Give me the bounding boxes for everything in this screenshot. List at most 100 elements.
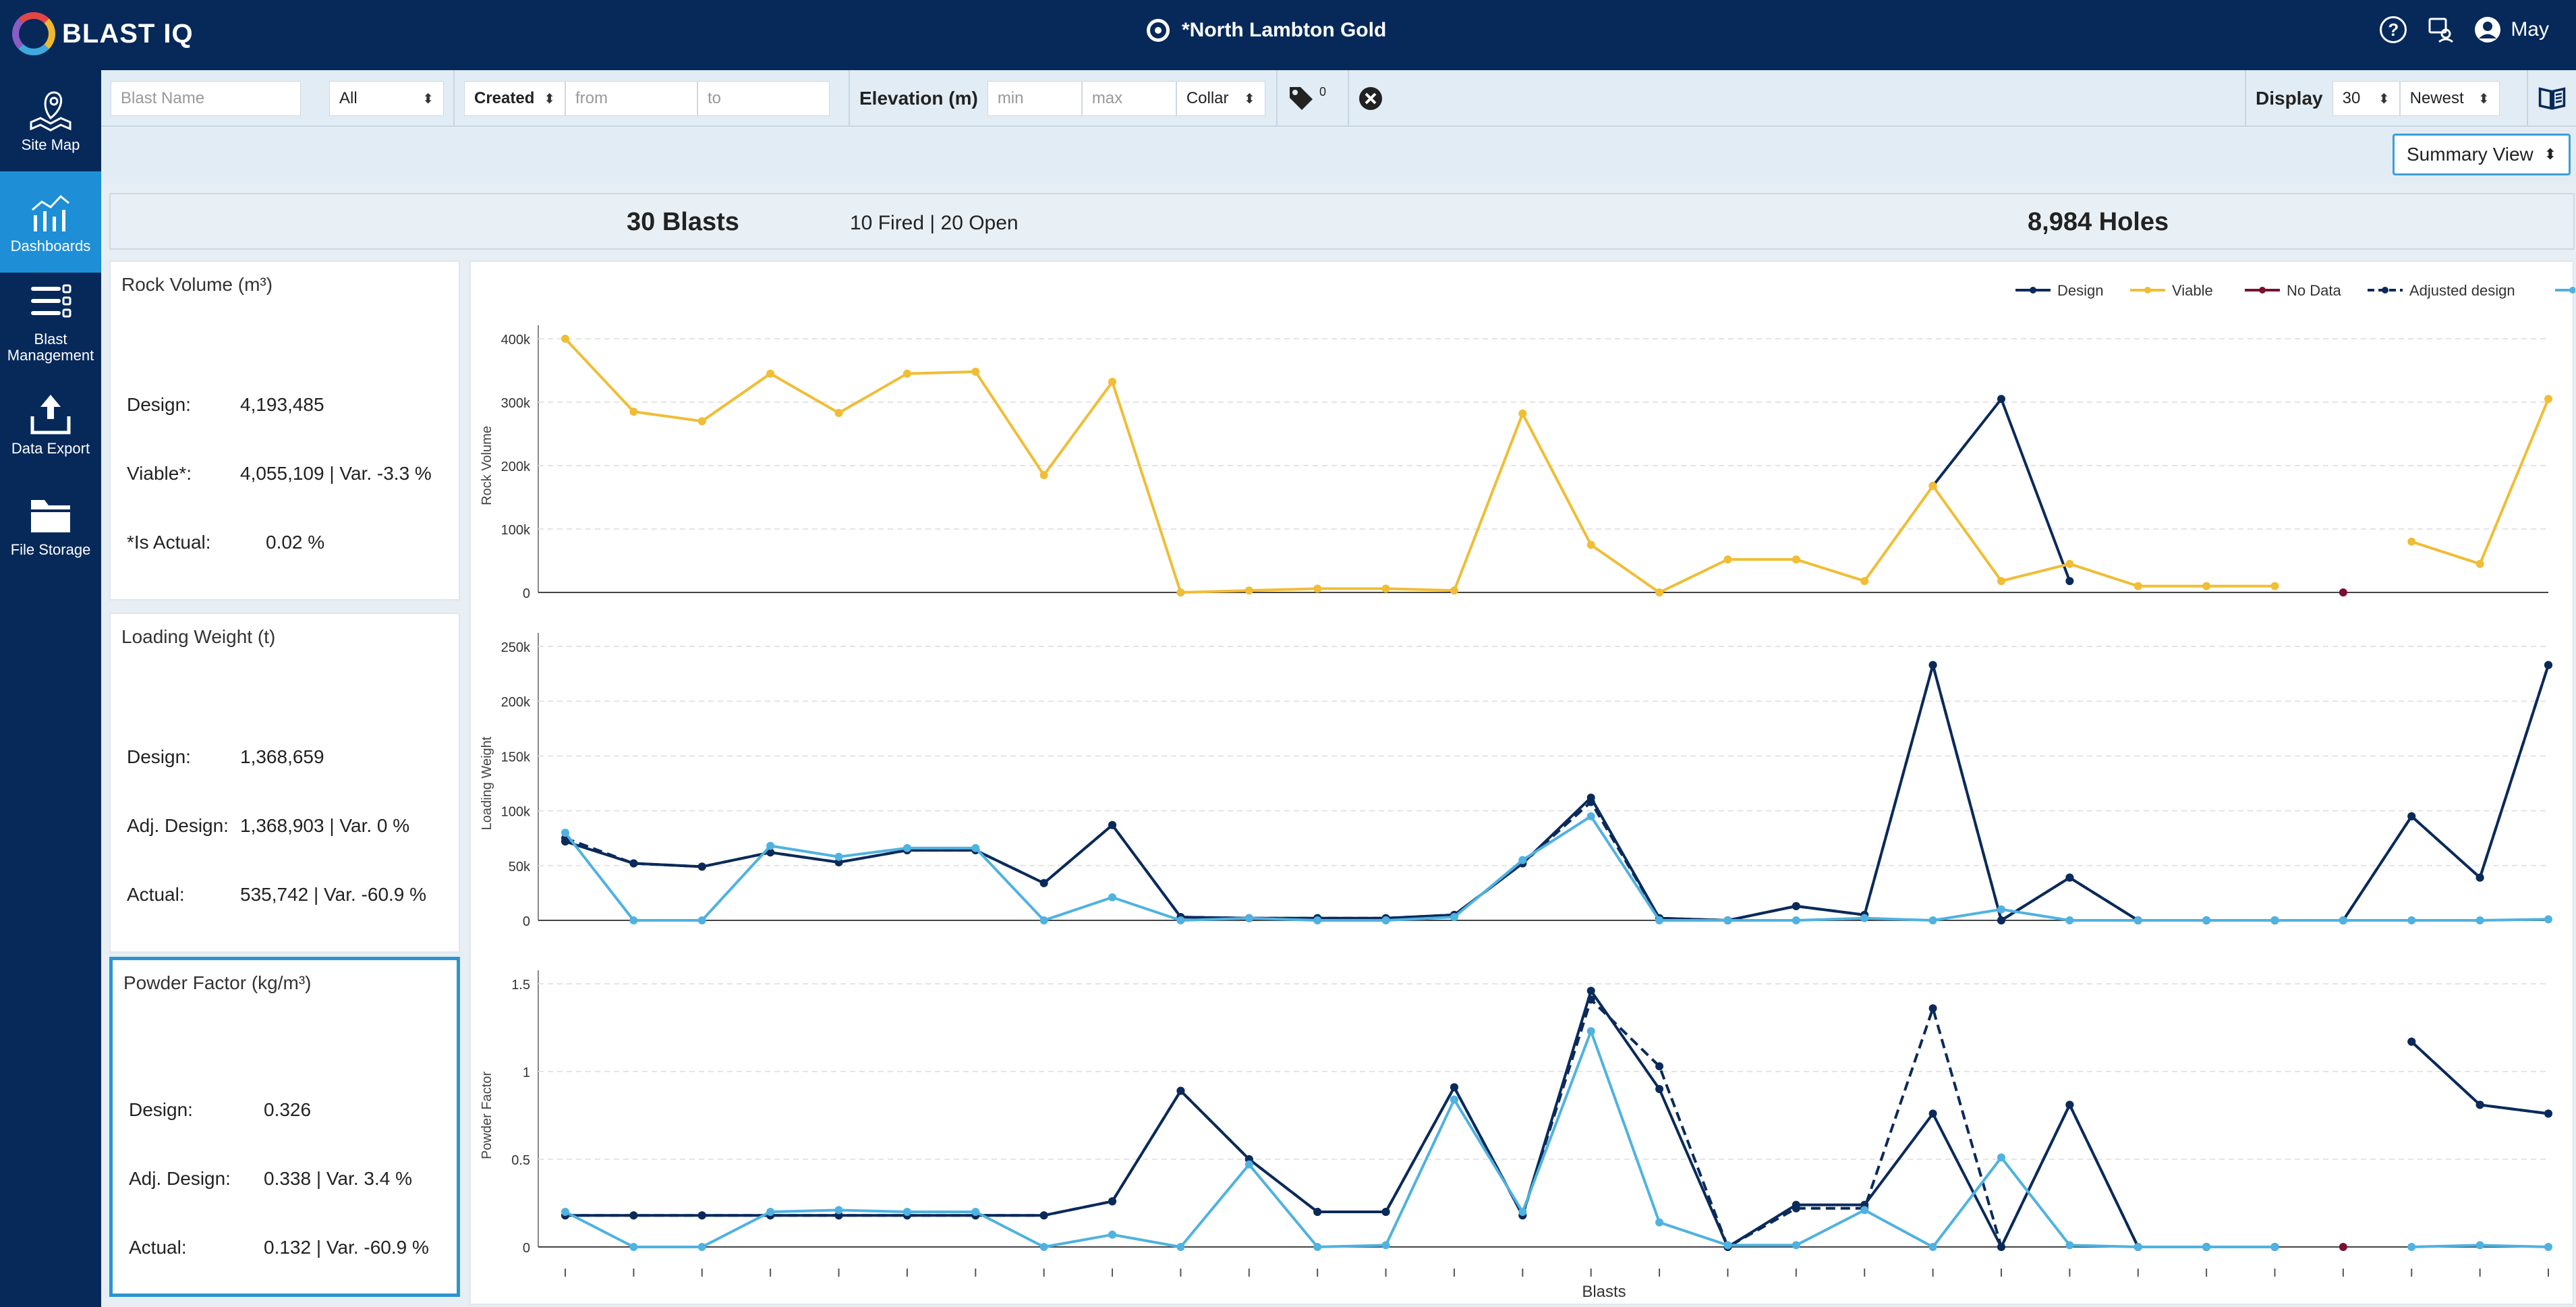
data-point[interactable] <box>1586 986 1595 995</box>
data-point[interactable] <box>1450 1095 1458 1104</box>
data-point[interactable] <box>1313 1208 1322 1216</box>
date-type-select[interactable]: Created <box>464 81 565 116</box>
data-point[interactable] <box>1997 916 2005 924</box>
data-point[interactable] <box>1586 812 1595 821</box>
data-point[interactable] <box>2475 1101 2484 1109</box>
data-point[interactable] <box>2065 577 2074 586</box>
sort-select[interactable]: Newest <box>2399 81 2500 116</box>
data-point[interactable] <box>1108 821 1117 829</box>
data-point[interactable] <box>1723 1241 1732 1250</box>
data-point[interactable] <box>1655 588 1664 596</box>
data-point[interactable] <box>2544 1109 2552 1118</box>
powder-factor-panel[interactable]: Powder Factor (kg/m³) Design: 0.326 Adj. … <box>109 957 460 1297</box>
data-point[interactable] <box>697 916 706 924</box>
data-point[interactable] <box>1244 914 1253 922</box>
data-point[interactable] <box>1450 913 1458 922</box>
data-point[interactable] <box>2065 559 2074 568</box>
date-to-input[interactable]: to <box>697 81 830 116</box>
data-point[interactable] <box>1997 1153 2005 1162</box>
data-point[interactable] <box>766 1208 775 1216</box>
collar-select[interactable]: Collar <box>1176 81 1265 116</box>
date-from-input[interactable]: from <box>565 81 697 116</box>
data-point[interactable] <box>1176 1243 1185 1251</box>
data-point[interactable] <box>766 841 775 850</box>
data-point[interactable] <box>1313 916 1322 924</box>
data-point[interactable] <box>2407 1037 2416 1046</box>
data-point[interactable] <box>1313 584 1322 593</box>
data-point[interactable] <box>2544 395 2552 404</box>
data-point[interactable] <box>834 408 843 417</box>
data-point[interactable] <box>1997 577 2005 586</box>
data-point[interactable] <box>1928 1004 1937 1013</box>
data-point[interactable] <box>2544 661 2552 669</box>
data-point[interactable] <box>1039 1243 1048 1251</box>
data-point[interactable] <box>1860 914 1869 922</box>
data-point[interactable] <box>1586 540 1595 549</box>
data-point[interactable] <box>1176 1086 1185 1095</box>
data-point[interactable] <box>2065 916 2074 924</box>
data-point[interactable] <box>1792 901 1800 910</box>
data-point[interactable] <box>2134 916 2142 924</box>
data-point[interactable] <box>766 848 775 857</box>
data-point[interactable] <box>1586 995 1595 1004</box>
legend-item[interactable]: Design <box>2015 282 2103 299</box>
data-point[interactable] <box>1928 482 1937 491</box>
legend-item[interactable]: Actual <box>2555 282 2575 299</box>
elevation-min-input[interactable]: min <box>987 81 1082 116</box>
data-point[interactable] <box>971 1208 980 1216</box>
data-point[interactable] <box>1108 377 1117 386</box>
data-point[interactable] <box>1723 555 1732 564</box>
data-point[interactable] <box>1108 1230 1117 1239</box>
data-point[interactable] <box>629 408 638 416</box>
legend-item[interactable]: No Data <box>2245 282 2341 299</box>
data-point[interactable] <box>697 1243 706 1251</box>
feedback-icon[interactable] <box>2427 16 2454 43</box>
data-point[interactable] <box>1928 916 1937 924</box>
data-point[interactable] <box>2339 1243 2347 1251</box>
data-point[interactable] <box>629 916 638 924</box>
data-point[interactable] <box>561 335 569 343</box>
data-point[interactable] <box>1792 555 1800 564</box>
view-mode-select[interactable]: Summary View <box>2393 134 2571 175</box>
data-point[interactable] <box>1381 1208 1390 1216</box>
data-point[interactable] <box>1039 916 1048 924</box>
data-point[interactable] <box>2475 916 2484 924</box>
data-point[interactable] <box>561 829 569 837</box>
data-point[interactable] <box>2407 916 2416 924</box>
data-point[interactable] <box>1860 577 1869 586</box>
data-point[interactable] <box>1723 916 1732 924</box>
user-menu[interactable]: May <box>2474 16 2549 43</box>
data-point[interactable] <box>2475 1241 2484 1250</box>
data-point[interactable] <box>1586 1027 1595 1036</box>
data-point[interactable] <box>1655 1218 1664 1227</box>
data-point[interactable] <box>1176 588 1185 596</box>
data-point[interactable] <box>1792 1204 1800 1213</box>
data-point[interactable] <box>1039 1211 1048 1220</box>
data-point[interactable] <box>2134 582 2142 590</box>
data-point[interactable] <box>629 859 638 868</box>
data-point[interactable] <box>1997 395 2005 404</box>
sidebar-item-dashboards[interactable]: Dashboards <box>0 171 101 273</box>
data-point[interactable] <box>1244 586 1253 595</box>
data-point[interactable] <box>1928 661 1937 669</box>
data-point[interactable] <box>2475 873 2484 882</box>
data-point[interactable] <box>971 367 980 376</box>
data-point[interactable] <box>2202 582 2211 590</box>
data-point[interactable] <box>2202 916 2211 924</box>
data-point[interactable] <box>561 1208 569 1216</box>
sidebar-item-data-export[interactable]: Data Export <box>0 374 101 475</box>
clear-filters-icon[interactable] <box>1358 86 1383 111</box>
loading-weight-panel[interactable]: Loading Weight (t) Design: 1,368,659 Adj.… <box>109 613 460 953</box>
data-point[interactable] <box>1176 916 1185 924</box>
data-point[interactable] <box>1792 1241 1800 1250</box>
legend-item[interactable]: Viable <box>2130 282 2213 299</box>
data-point[interactable] <box>697 862 706 871</box>
data-point[interactable] <box>1792 916 1800 924</box>
rock-volume-panel[interactable]: Rock Volume (m³) Design: 4,193,485 Viable… <box>109 260 460 601</box>
blastiq-logo[interactable]: BLAST IQ <box>12 12 194 55</box>
data-point[interactable] <box>1381 584 1390 593</box>
data-point[interactable] <box>2202 1243 2211 1251</box>
data-point[interactable] <box>1108 893 1117 901</box>
data-point[interactable] <box>629 1211 638 1220</box>
book-icon[interactable] <box>2538 85 2567 112</box>
